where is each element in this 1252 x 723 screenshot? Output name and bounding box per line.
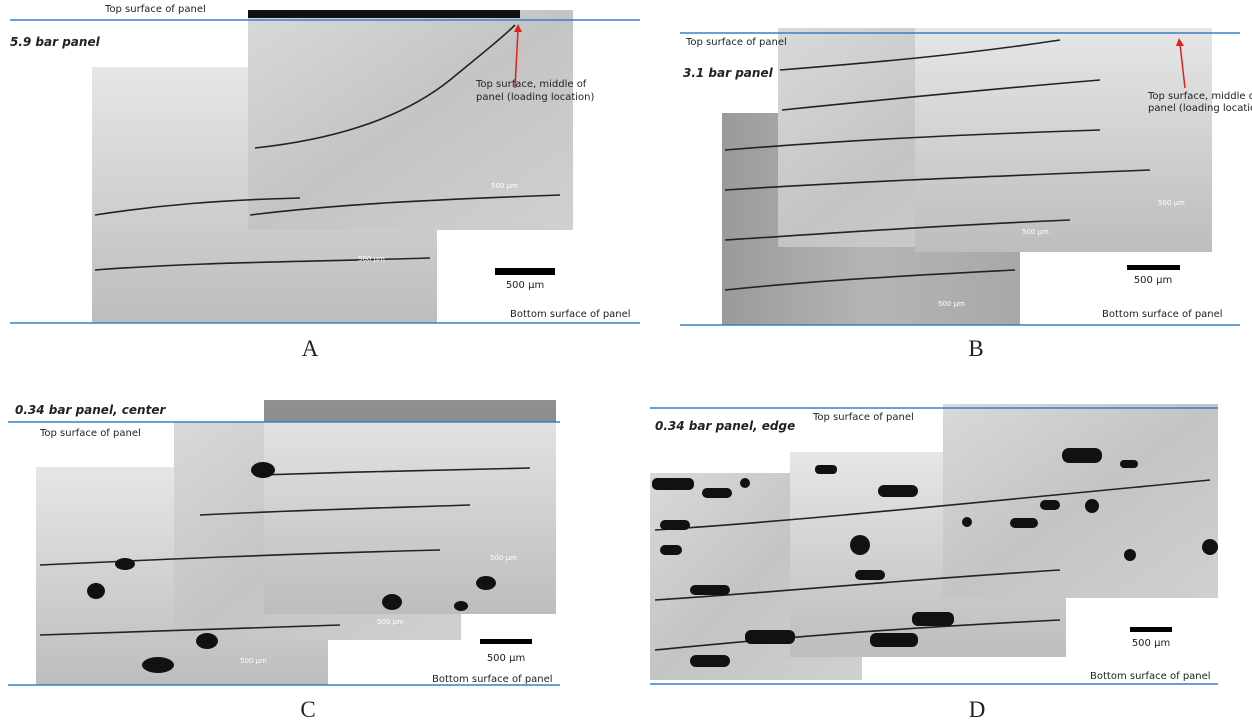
panel-d: Top surface of panel 0.34 bar panel, edg… (650, 404, 1218, 722)
top-label: Top surface of panel (812, 412, 914, 423)
micrograph (248, 10, 573, 230)
arrow (1179, 43, 1186, 89)
panel-title: 3.1 bar panel (683, 66, 774, 80)
scale-bar (1130, 627, 1172, 632)
arrow-head (1176, 38, 1184, 46)
void (196, 633, 218, 649)
scale-bar (1127, 265, 1180, 270)
image-scale: 500 µm (491, 182, 518, 190)
crack (654, 479, 1211, 651)
arrow (514, 29, 519, 89)
bottom-label: Bottom surface of panel (1102, 309, 1223, 320)
caption: B (968, 336, 983, 361)
dark-strip (264, 400, 556, 422)
bottom-label: Bottom surface of panel (510, 309, 631, 320)
panel-b: Top surface of panel 3.1 bar panel Top s… (680, 28, 1252, 361)
void (115, 558, 135, 570)
crack (94, 24, 561, 271)
top-label: Top surface of panel (685, 37, 787, 48)
crack (724, 39, 1151, 291)
dark-strip (248, 10, 520, 18)
void (142, 657, 174, 673)
panel-title: 5.9 bar panel (10, 35, 101, 49)
micrograph (915, 28, 1212, 252)
note: panel (loading location) (1148, 103, 1252, 114)
note: Top surface, middle of (475, 79, 587, 90)
bottom-label: Bottom surface of panel (1090, 671, 1211, 682)
arrow-head (514, 24, 522, 32)
image-scale: 500 µm (1022, 228, 1049, 236)
void (87, 583, 105, 599)
void (251, 462, 275, 478)
caption: A (302, 336, 319, 361)
image-scale: 500 µm (358, 255, 385, 263)
panel-title: 0.34 bar panel, center (15, 403, 166, 417)
image-scale: 500 µm (1158, 199, 1185, 207)
image-scale: 500 µm (377, 618, 404, 626)
voids (652, 448, 1218, 667)
image-scale: 500 µm (240, 657, 267, 665)
top-label: Top surface of panel (104, 4, 206, 15)
panel-c: 0.34 bar panel, center Top surface of pa… (8, 400, 560, 722)
void (454, 601, 468, 611)
panel-a: Top surface of panel 5.9 bar panel Top s… (10, 4, 640, 361)
note: panel (loading location) (476, 92, 595, 103)
caption: C (300, 697, 315, 722)
note: Top surface, middle of (1147, 91, 1252, 102)
scale-label: 500 µm (506, 280, 544, 291)
caption: D (969, 697, 986, 722)
scale-bar (495, 268, 555, 275)
top-label: Top surface of panel (39, 428, 141, 439)
void (476, 576, 496, 590)
bottom-label: Bottom surface of panel (432, 674, 553, 685)
panel-title: 0.34 bar panel, edge (655, 419, 795, 433)
scale-label: 500 µm (487, 653, 525, 664)
void (382, 594, 402, 610)
scale-bar (480, 639, 532, 644)
scale-label: 500 µm (1132, 638, 1170, 649)
image-scale: 500 µm (490, 554, 517, 562)
image-scale: 500 µm (938, 300, 965, 308)
scale-label: 500 µm (1134, 275, 1172, 286)
crack (39, 467, 531, 636)
